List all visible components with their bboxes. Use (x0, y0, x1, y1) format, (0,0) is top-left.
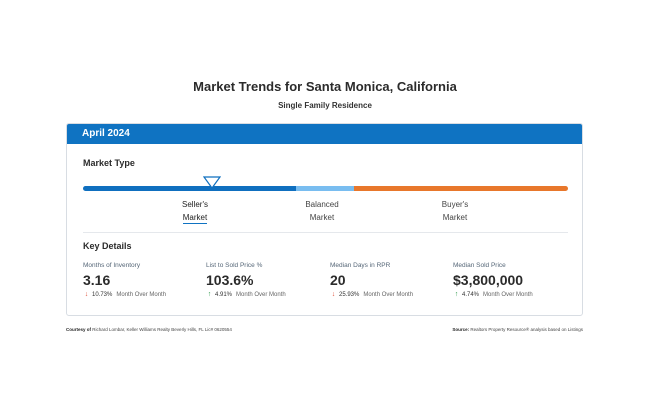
stat-list-to-sold-price: List to Sold Price % 103.6% ↑ 4.91% Mont… (206, 262, 326, 298)
page-title: Market Trends for Santa Monica, Californ… (193, 79, 457, 94)
stat-label: List to Sold Price % (206, 262, 263, 269)
stat-change-percent: 10.73% (92, 291, 113, 298)
footer-source-text: Realtors Property Resource® analysis bas… (470, 327, 583, 332)
stat-change-period: Month Over Month (363, 291, 414, 298)
stat-change-percent: 25.93% (339, 291, 360, 298)
key-details-label: Key Details (83, 241, 132, 251)
market-option-buyer-line2: Market (442, 213, 468, 222)
stat-change: ↑ 4.91% Month Over Month (206, 291, 326, 298)
buyer-market-segment (354, 186, 568, 191)
stat-median-sold-price: Median Sold Price $3,800,000 ↑ 4.74% Mon… (453, 262, 573, 298)
stat-label: Months of Inventory (83, 262, 141, 269)
footer-courtesy-label: Courtesy of (66, 327, 92, 332)
market-option-balanced[interactable]: Balanced Market (294, 198, 350, 224)
section-divider (83, 232, 568, 233)
stat-value: 20 (330, 272, 346, 288)
market-type-label: Market Type (83, 158, 135, 168)
stat-months-of-inventory: Months of Inventory 3.16 ↓ 10.73% Month … (83, 262, 203, 298)
stat-change-period: Month Over Month (483, 291, 533, 298)
stat-change-period: Month Over Month (236, 291, 286, 298)
stat-label: Median Sold Price (453, 262, 506, 269)
stat-change: ↓ 25.93% Month Over Month (330, 291, 450, 298)
balanced-market-segment (296, 186, 354, 191)
market-type-bar (83, 186, 568, 191)
market-trends-card: April 2024 Market Type Seller's Market B… (66, 123, 583, 316)
footer-source: Source: Realtors Property Resource® anal… (452, 327, 583, 332)
footer-courtesy-text: Richard Lombar, Keller Williams Realty B… (92, 327, 232, 332)
market-option-seller-line1: Seller's (182, 200, 208, 209)
market-option-seller[interactable]: Seller's Market (171, 198, 219, 224)
market-option-buyer-line1: Buyer's (441, 200, 469, 209)
stat-median-days-in-rpr: Median Days in RPR 20 ↓ 25.93% Month Ove… (330, 262, 450, 298)
stat-change: ↑ 4.74% Month Over Month (453, 291, 573, 298)
stat-value: 3.16 (83, 272, 111, 288)
stat-change: ↓ 10.73% Month Over Month (83, 291, 203, 298)
arrow-up-icon: ↑ (454, 291, 459, 298)
seller-market-segment (83, 186, 296, 191)
page-subtitle: Single Family Residence (278, 101, 372, 110)
arrow-up-icon: ↑ (207, 291, 212, 298)
market-option-seller-line2: Market (182, 213, 208, 224)
market-option-balanced-line1: Balanced (305, 200, 339, 209)
stat-value: $3,800,000 (453, 272, 524, 288)
stat-change-period: Month Over Month (116, 291, 167, 298)
card-header-date: April 2024 (67, 124, 582, 144)
footer-courtesy: Courtesy of Richard Lombar, Keller Willi… (66, 327, 232, 332)
footer-source-label: Source: (452, 327, 470, 332)
arrow-down-icon: ↓ (331, 291, 336, 298)
stat-label: Median Days in RPR (330, 262, 391, 269)
stat-change-percent: 4.74% (462, 291, 480, 298)
market-option-buyer[interactable]: Buyer's Market (427, 198, 483, 224)
stat-change-percent: 4.91% (215, 291, 233, 298)
arrow-down-icon: ↓ (84, 291, 89, 298)
stat-value: 103.6% (206, 272, 254, 288)
market-option-balanced-line2: Market (309, 213, 335, 222)
market-indicator-icon (203, 176, 221, 189)
